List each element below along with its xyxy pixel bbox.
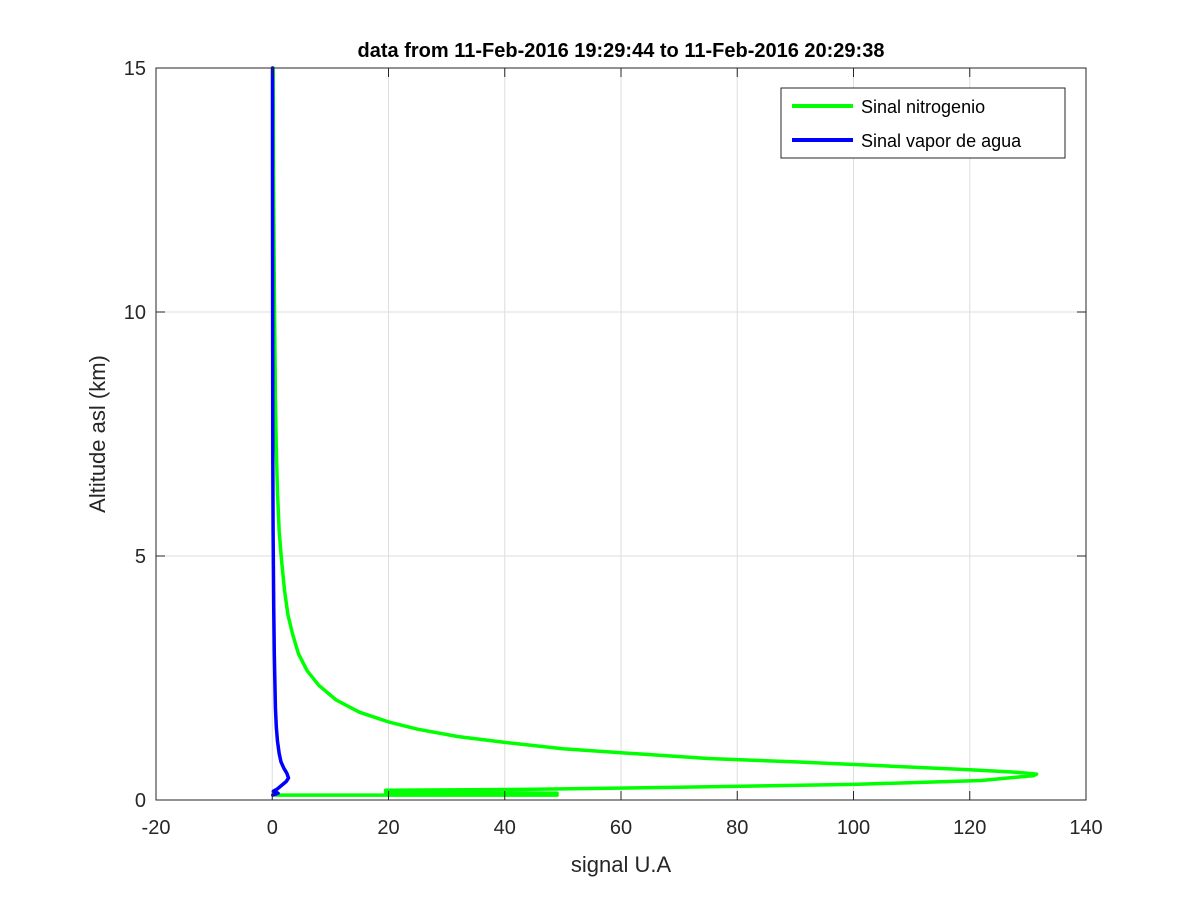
legend-box: [780, 87, 1066, 159]
x-tick-label: 100: [837, 817, 870, 839]
legend: Sinal nitrogenio Sinal vapor de agua: [780, 87, 1066, 159]
grid: [156, 68, 1086, 800]
x-tick-label: 120: [953, 817, 986, 839]
y-tick-label: 10: [124, 302, 146, 324]
series-layer: [270, 66, 1039, 797]
x-tick-label: 140: [1069, 817, 1102, 839]
x-tick-label: 60: [610, 817, 632, 839]
legend-label-vapor: Sinal vapor de agua: [861, 131, 1022, 151]
ticks: -20 0 20 40 60 80 100 120 140 0 5 10 15: [124, 58, 1103, 839]
y-tick-label: 5: [135, 546, 146, 568]
x-axis-label: signal U.A: [571, 852, 672, 877]
series-line-0: [271, 66, 1039, 797]
legend-label-nitrogenio: Sinal nitrogenio: [861, 97, 985, 117]
x-tick-label: 80: [726, 817, 748, 839]
x-tick-label: -20: [142, 817, 171, 839]
y-axis-label: Altitude asl (km): [85, 355, 110, 513]
y-tick-label: 15: [124, 58, 146, 80]
x-tick-label: 40: [494, 817, 516, 839]
series-line-1: [270, 66, 291, 797]
chart-title: data from 11-Feb-2016 19:29:44 to 11-Feb…: [358, 40, 885, 62]
y-tick-label: 0: [135, 790, 146, 812]
x-tick-label: 20: [377, 817, 399, 839]
x-tick-label: 0: [267, 817, 278, 839]
